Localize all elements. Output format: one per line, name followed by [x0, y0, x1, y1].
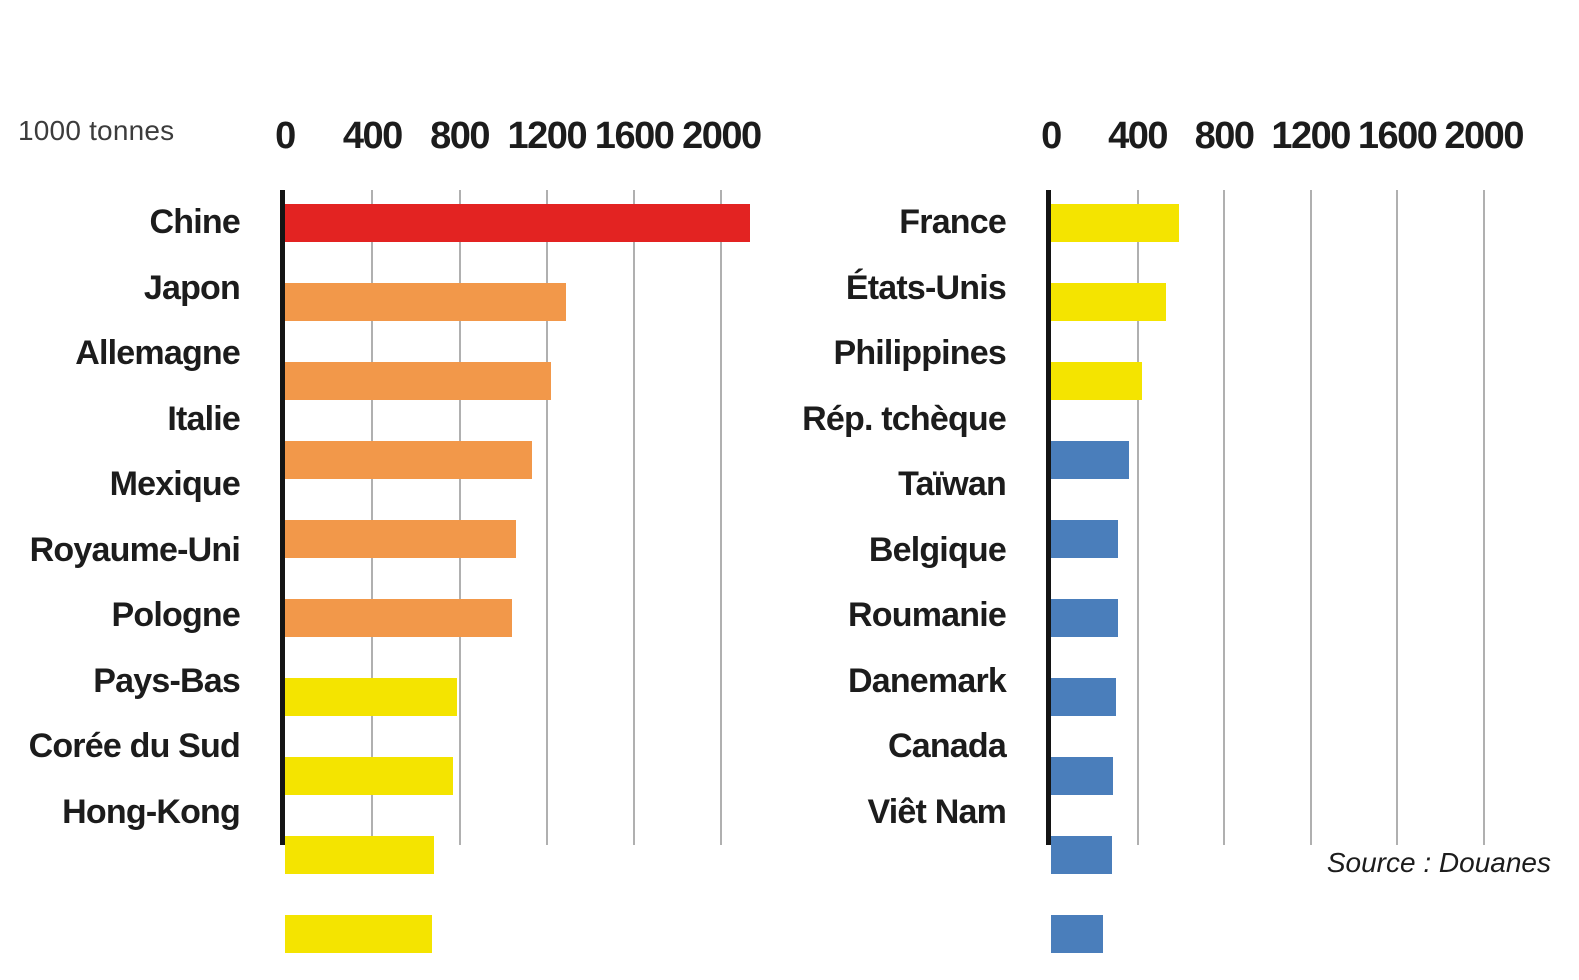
category-label: Corée du Sud — [0, 714, 280, 780]
category-label: Italie — [0, 387, 280, 453]
bar-row — [1051, 283, 1496, 349]
x-axis-tick-label: 1200 — [1271, 110, 1350, 162]
category-label: Viêt Nam — [766, 780, 1046, 846]
category-label: Taïwan — [766, 452, 1046, 518]
bar-row — [1051, 599, 1496, 665]
bar-row — [285, 915, 760, 980]
category-label: Rép. tchèque — [766, 387, 1046, 453]
bar — [285, 599, 512, 637]
x-axis-tick-label: 2000 — [682, 110, 761, 162]
bar-row — [285, 836, 760, 902]
bar-row — [285, 599, 760, 665]
bar-row — [1051, 757, 1496, 823]
bar-row — [285, 520, 760, 586]
plot-area — [280, 190, 760, 845]
x-axis-tick-label: 2000 — [1444, 110, 1523, 162]
bar-row — [1051, 836, 1496, 902]
category-label: Canada — [766, 714, 1046, 780]
bar — [285, 441, 532, 479]
category-label: Pologne — [0, 583, 280, 649]
bar-row — [1051, 678, 1496, 744]
x-axis-tick-label: 1600 — [595, 110, 674, 162]
bar-row — [285, 441, 760, 507]
bar — [1051, 678, 1116, 716]
x-axis-tick-label: 400 — [1108, 110, 1167, 162]
bar — [285, 283, 566, 321]
bar — [1051, 757, 1113, 795]
x-axis-tick-label: 0 — [1041, 110, 1061, 162]
bar-row — [285, 678, 760, 744]
category-label: États-Unis — [766, 256, 1046, 322]
bar — [1051, 599, 1118, 637]
bar — [285, 757, 453, 795]
bar-row — [1051, 915, 1496, 980]
category-label: Allemagne — [0, 321, 280, 387]
category-label: Roumanie — [766, 583, 1046, 649]
x-axis-tick-label: 800 — [1195, 110, 1254, 162]
bar — [285, 204, 750, 242]
category-label: Mexique — [0, 452, 280, 518]
bar-row — [1051, 441, 1496, 507]
bar-row — [285, 283, 760, 349]
bar — [1051, 836, 1112, 874]
bar-row — [1051, 362, 1496, 428]
category-label: Pays-Bas — [0, 649, 280, 715]
bar — [1051, 204, 1179, 242]
bar — [285, 915, 432, 953]
bar-row — [285, 757, 760, 823]
category-label: Hong-Kong — [0, 780, 280, 846]
bar — [1051, 283, 1166, 321]
category-label: Japon — [0, 256, 280, 322]
category-label: Belgique — [766, 518, 1046, 584]
category-label: Danemark — [766, 649, 1046, 715]
x-axis-tick-label: 800 — [430, 110, 489, 162]
category-label: Royaume-Uni — [0, 518, 280, 584]
bar-row — [1051, 520, 1496, 586]
bar — [1051, 915, 1103, 953]
category-label: France — [766, 190, 1046, 256]
bar — [1051, 520, 1118, 558]
bar-row — [285, 204, 760, 270]
plot-area — [1046, 190, 1496, 845]
x-axis-tick-label: 1600 — [1358, 110, 1437, 162]
category-label: Philippines — [766, 321, 1046, 387]
x-axis-tick-label: 0 — [275, 110, 295, 162]
bar — [285, 520, 516, 558]
bar — [1051, 441, 1129, 479]
bar-row — [285, 362, 760, 428]
x-axis-tick-label: 400 — [343, 110, 402, 162]
category-label: Chine — [0, 190, 280, 256]
x-axis-tick-label: 1200 — [508, 110, 587, 162]
bar — [1051, 362, 1142, 400]
bar — [285, 362, 551, 400]
bar — [285, 678, 457, 716]
bar-row — [1051, 204, 1496, 270]
bar — [285, 836, 434, 874]
